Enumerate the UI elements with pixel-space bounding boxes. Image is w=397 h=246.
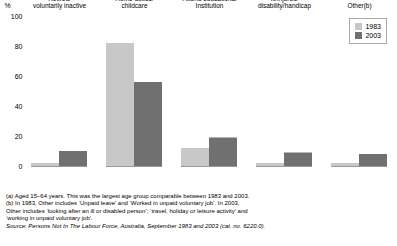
html-text:2003: 2003 bbox=[365, 32, 381, 39]
html-text:1983: 1983 bbox=[365, 23, 381, 30]
svg-text:Ill/injured/disability/handica: Ill/injured/disability/handicap bbox=[258, 0, 312, 10]
svg-text:40: 40 bbox=[15, 103, 23, 110]
svg-text:0: 0 bbox=[19, 163, 23, 170]
svg-text:20: 20 bbox=[15, 133, 23, 140]
html-text:Source: Persons Not In The Lab: Source: Persons Not In The Labour Force,… bbox=[6, 222, 266, 229]
svg-text:Retired/voluntarily inactive: Retired/voluntarily inactive bbox=[33, 0, 86, 10]
html-text:Other includes ‘looking after: Other includes ‘looking after an ill or … bbox=[6, 207, 248, 214]
html-text:‘working in unpaid voluntary j: ‘working in unpaid voluntary job’. bbox=[6, 215, 93, 222]
svg-text:100: 100 bbox=[11, 13, 23, 20]
svg-text:Home duties/childcare: Home duties/childcare bbox=[115, 0, 153, 9]
html-text:(b) In 1983, Other includes ‘U: (b) In 1983, Other includes ‘Unpaid leav… bbox=[6, 200, 240, 207]
html-text:(a) Aged 15–64 years. This was: (a) Aged 15–64 years. This was the large… bbox=[6, 193, 250, 199]
svg-text:Attend educationalInstitution: Attend educationalInstitution bbox=[183, 0, 237, 9]
svg-text:60: 60 bbox=[15, 73, 23, 80]
svg-text:80: 80 bbox=[15, 43, 23, 50]
svg-text:Other(b): Other(b) bbox=[347, 2, 371, 10]
svg-text:%: % bbox=[5, 2, 11, 9]
